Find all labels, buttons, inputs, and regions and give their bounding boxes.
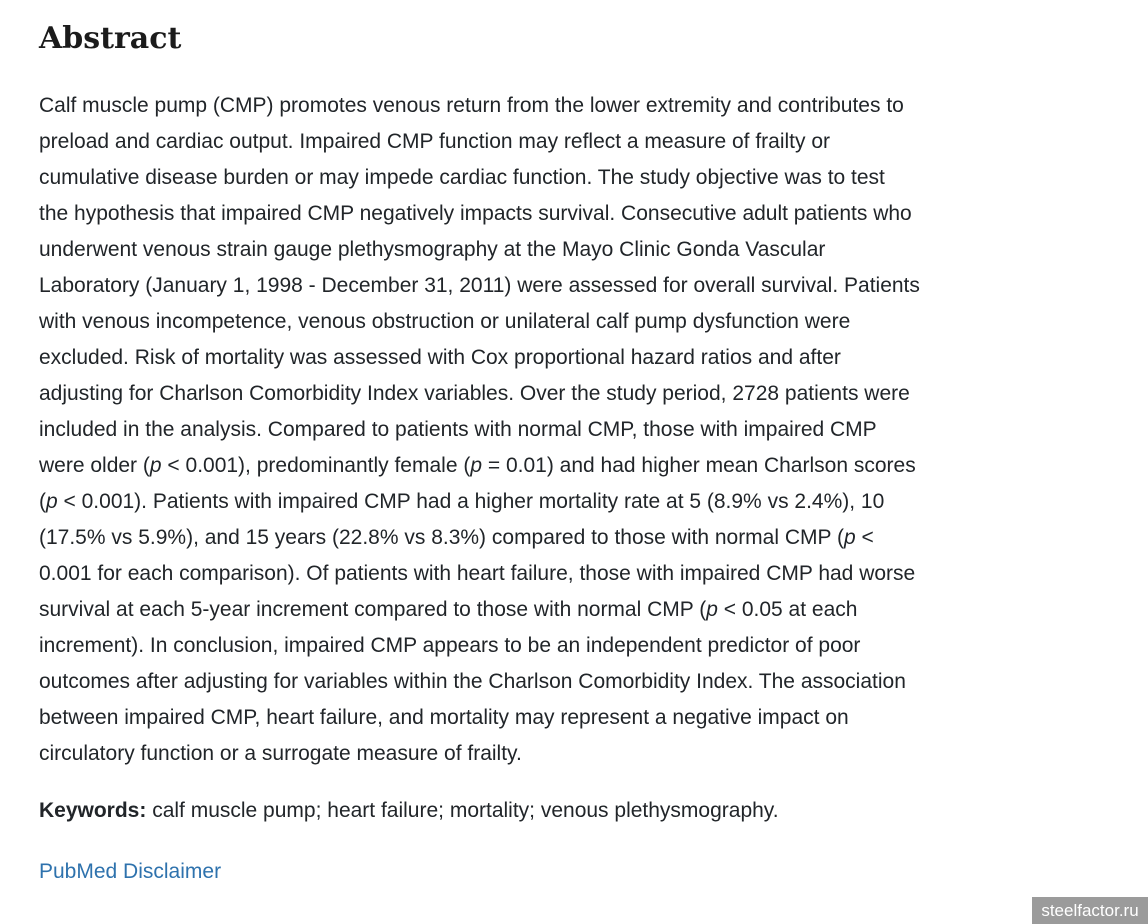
- abstract-text: Calf muscle pump (CMP) promotes venous r…: [39, 94, 920, 765]
- abstract-heading: Abstract: [39, 21, 182, 56]
- pubmed-disclaimer-link[interactable]: PubMed Disclaimer: [39, 860, 222, 883]
- watermark-badge: steelfactor.ru: [1032, 897, 1148, 924]
- abstract-section: Abstract Calf muscle pump (CMP) promotes…: [39, 21, 1104, 890]
- keywords-text: calf muscle pump; heart failure; mortali…: [146, 799, 779, 822]
- keywords-line: Keywords: calf muscle pump; heart failur…: [39, 793, 1104, 829]
- disclaimer-line: PubMed Disclaimer: [39, 854, 1104, 890]
- keywords-label: Keywords:: [39, 799, 147, 822]
